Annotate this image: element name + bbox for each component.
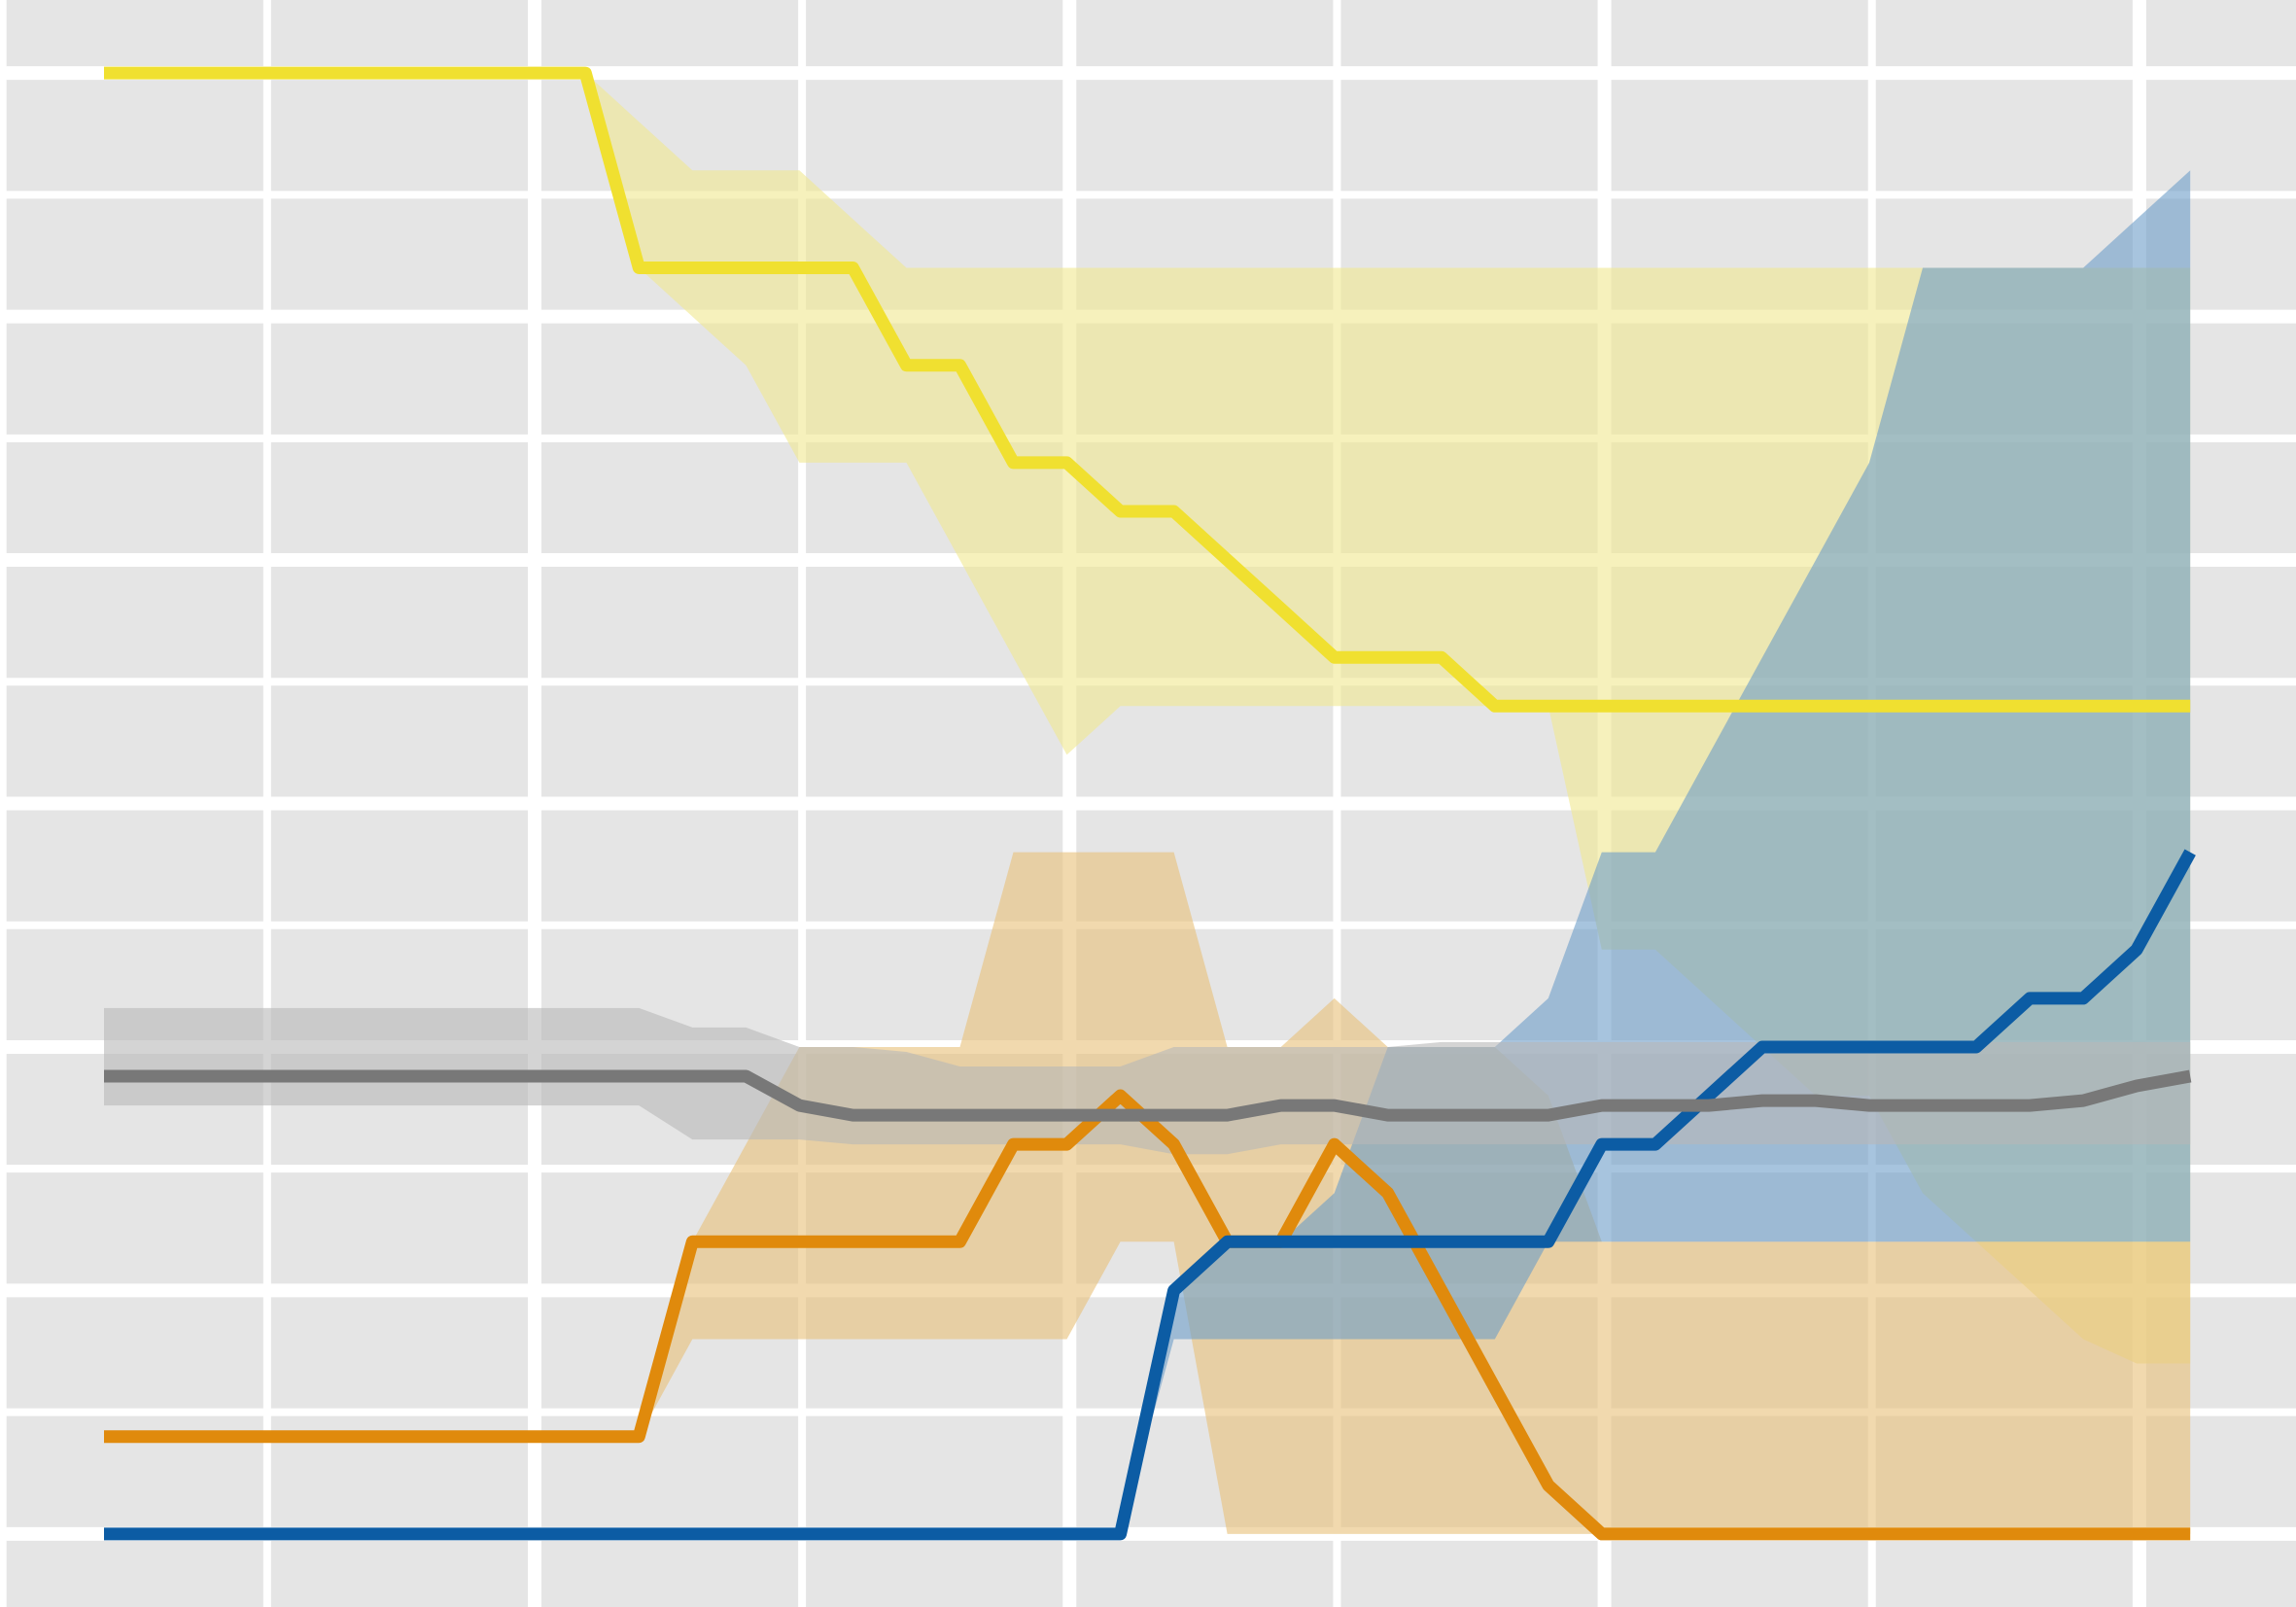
series-line-3 xyxy=(104,1069,2192,1122)
confidence-bands xyxy=(104,73,2191,1534)
series-line-2 xyxy=(104,849,2196,1541)
series-lines xyxy=(104,66,2196,1541)
series-line-0 xyxy=(104,66,2191,713)
series-band-3 xyxy=(104,1007,2191,1155)
series-band-0 xyxy=(104,73,2191,1364)
series-band-1 xyxy=(104,852,2191,1534)
series-band-2 xyxy=(104,170,2191,1534)
